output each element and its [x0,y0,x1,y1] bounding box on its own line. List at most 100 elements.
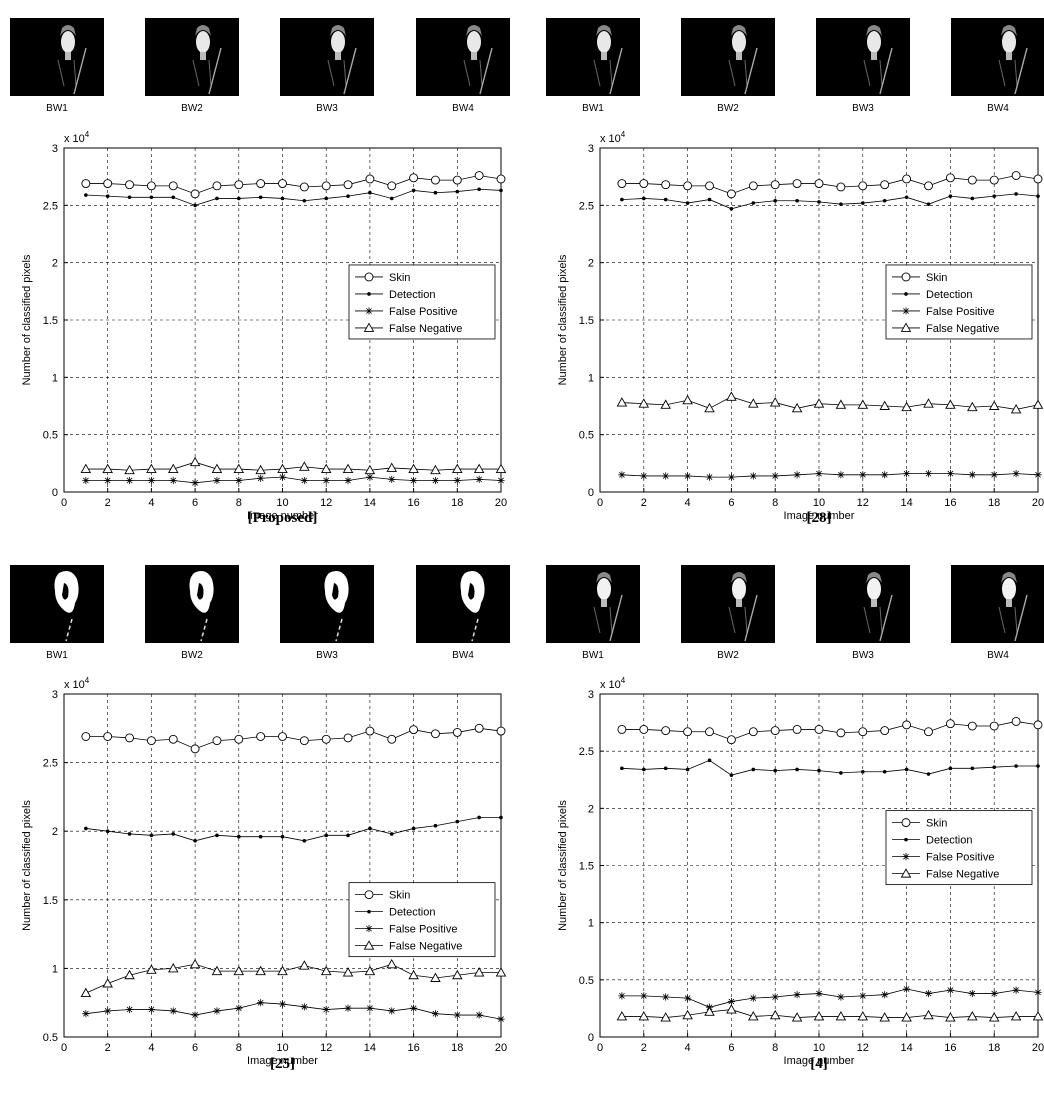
y-exponent-power: 4 [85,676,90,685]
face-shape [732,578,746,600]
data-point [103,179,113,188]
y-tick-label: 2.5 [43,200,58,212]
legend-label: Detection [389,289,435,301]
y-tick-label: 1.5 [579,315,594,327]
data-point [366,1004,374,1012]
data-point [431,476,440,485]
thumbnail-label: BW3 [852,650,874,661]
data-point [616,397,628,407]
legend-item: False Positive [355,924,457,936]
data-point [817,768,821,773]
x-tick-label: 0 [597,1042,603,1054]
data-point [363,940,375,950]
y-tick-label: 0.5 [579,430,594,442]
data-point [344,1004,352,1012]
y-tick-label: 2 [588,258,594,270]
data-point [727,997,735,1006]
thumbnail-label: BW2 [717,103,739,114]
x-tick-label: 10 [276,1042,288,1054]
data-point [683,181,693,191]
chart-caption: [4] [810,1056,828,1072]
data-point [365,726,375,736]
series-false-negative [616,391,1044,414]
x-tick-label: 6 [728,497,734,509]
data-point [408,463,419,474]
face-shape [61,31,75,53]
x-tick-label: 14 [900,1042,912,1054]
data-point [857,399,869,409]
stick-line [1014,47,1028,95]
data-point [904,767,909,772]
data-point [1012,470,1020,478]
skin-hole-shape [62,583,69,600]
legend-label: Detection [389,907,435,919]
data-point [924,989,933,998]
data-point [256,179,266,188]
data-point [346,194,350,198]
data-point [1032,399,1044,409]
body-outline [863,59,883,87]
data-point [663,766,668,771]
data-point [431,1010,440,1018]
data-point [948,194,953,198]
x-tick-label: 16 [407,497,419,509]
thumbnail-label: BW3 [852,103,874,114]
data-point [82,476,90,485]
data-point [726,735,736,745]
x-axis-label: Image number [784,510,855,522]
data-point [190,744,200,754]
body-outline [57,59,77,87]
legend-label: False Negative [389,941,462,953]
data-point [167,463,179,474]
neck-shape [871,599,877,607]
neck-shape [200,52,206,60]
data-point [639,179,649,188]
data-point [213,476,221,485]
data-point [84,826,88,831]
data-point [661,726,671,736]
data-point [968,989,976,998]
legend-item: Skin [892,272,947,284]
data-point [968,471,976,479]
data-point [215,833,219,838]
y-tick-label: 3 [588,143,594,155]
data-point [299,736,309,746]
data-point [793,991,801,999]
data-point [1010,1011,1022,1021]
y-exponent-label: x 104 [64,676,90,691]
y-tick-label: 0.5 [579,975,594,987]
data-point [455,189,460,194]
x-tick-label: 8 [772,497,778,509]
data-point [726,1004,737,1014]
x-tick-label: 8 [236,497,242,509]
thumbnail-image [145,18,239,96]
data-point [685,767,690,772]
x-tick-label: 8 [236,1042,242,1054]
data-point [904,292,908,296]
face-shape [331,31,345,53]
data-point [474,723,484,733]
data-point [663,197,668,202]
data-point [861,769,865,774]
series-detection [620,758,1040,777]
legend-item: Skin [355,890,410,902]
data-point [430,972,441,982]
data-point [280,834,285,839]
face-shape [597,578,611,600]
series-false-positive [82,473,505,487]
data-point [967,175,977,185]
data-point [81,732,91,741]
x-tick-label: 6 [192,1042,198,1054]
plot-axes: 0 2 4 6 8 10 12 14 16 18 20 0 0.5 1 1.5 2 2.5 3 x 104 Image… [557,676,1044,1067]
thumbnail-label: BW1 [46,650,68,661]
data-point [837,471,845,479]
data-point [793,471,801,479]
data-point [193,839,197,843]
hair-shape [1001,572,1017,583]
data-point [168,181,178,191]
thumbnail-image [546,565,640,643]
data-point [682,1009,693,1020]
x-tick-label: 16 [407,1042,419,1054]
y-tick-label: 1.5 [43,315,58,327]
data-point [705,181,714,191]
